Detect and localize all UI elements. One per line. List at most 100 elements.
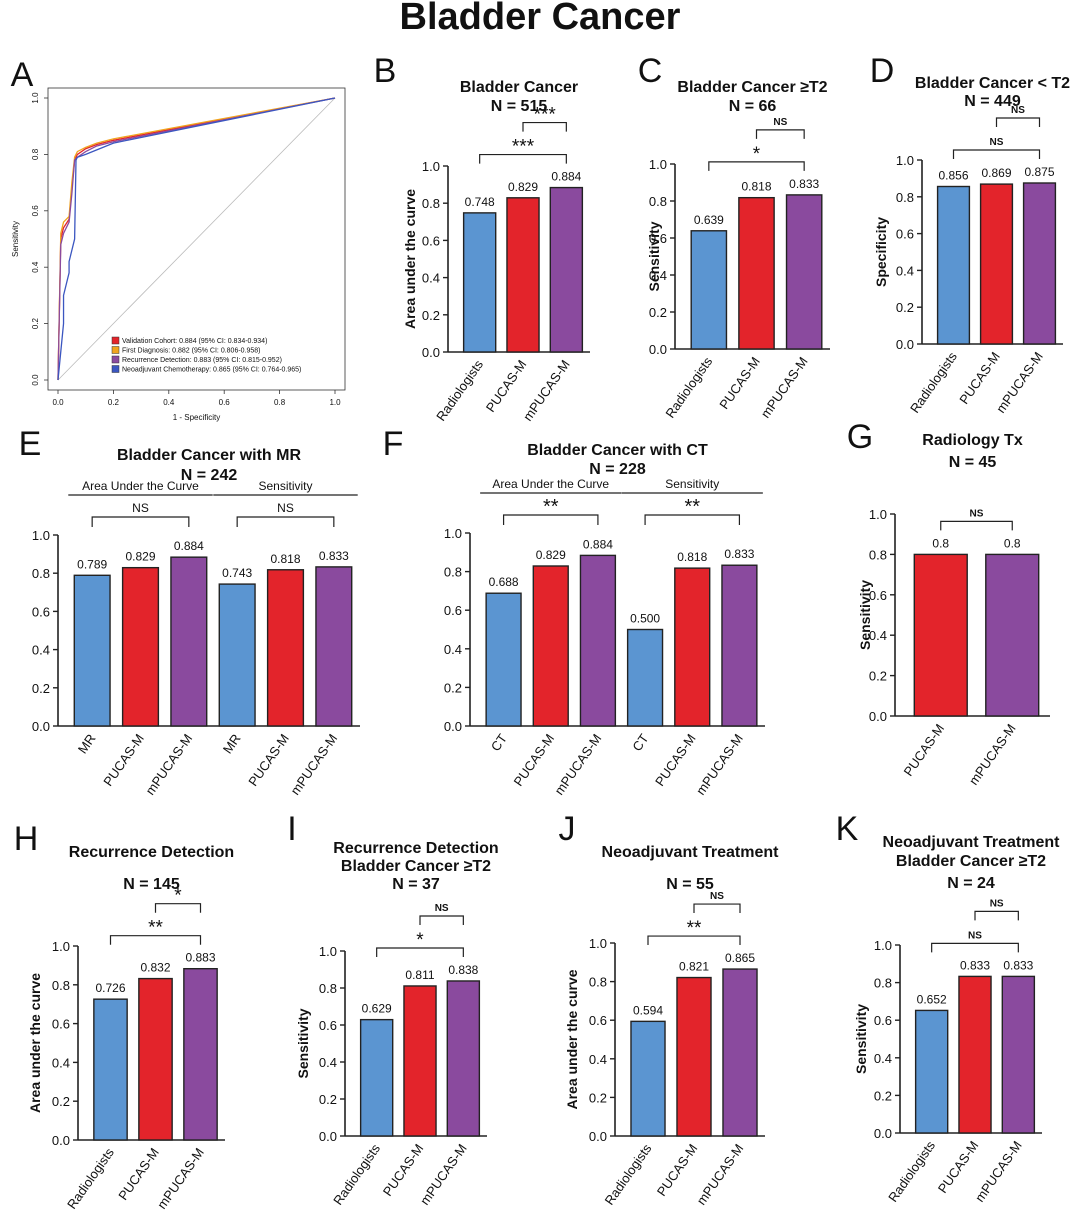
y-tick-label: 0.6 (32, 604, 50, 619)
y-tick-label: 1.0 (649, 157, 667, 172)
bar-value-label: 0.829 (536, 548, 566, 562)
y-tick-label: 0.6 (422, 233, 440, 248)
significance-label: * (174, 886, 182, 907)
panel-title: Bladder Cancer ≥T2 (677, 79, 827, 96)
panel-f: F Bladder Cancer with CT N = 228 0.0 0.2 0.4 0… (383, 425, 765, 798)
bar-value-label: 0.594 (633, 1003, 663, 1017)
panel-letter: D (870, 52, 895, 90)
legend-entry: Neoadjuvant Chemotherapy: 0.865 (95% CI:… (122, 367, 301, 374)
significance-label: ** (687, 918, 702, 939)
bar (1022, 182, 1057, 345)
panel-title: Bladder Cancer (460, 79, 578, 96)
bar-value-label: 0.829 (508, 180, 538, 194)
significance-bracket (419, 915, 464, 925)
bar (506, 197, 540, 353)
bar-value-label: 0.818 (677, 550, 707, 564)
figure-title: Bladder Cancer (399, 0, 681, 38)
bar (722, 968, 758, 1137)
x-tick-label: MR (75, 731, 99, 756)
bar (218, 583, 256, 727)
x-tick-label: Radiologists (885, 1138, 938, 1205)
group-label: Area Under the Curve (82, 479, 199, 493)
panel-sample-size: N = 55 (666, 876, 714, 893)
panel-sample-size: N = 242 (181, 467, 238, 484)
bar-value-label: 0.865 (725, 951, 755, 965)
y-tick-label: 0.6 (319, 1018, 337, 1033)
bar-value-label: 0.818 (270, 552, 300, 566)
significance-label: NS (277, 501, 294, 515)
bar-value-label: 0.500 (630, 612, 660, 626)
significance-bracket (940, 520, 1013, 531)
significance-label: NS (773, 117, 787, 128)
x-tick-label: mPUCAS-M (758, 354, 811, 421)
bar-value-label: 0.833 (789, 177, 819, 191)
y-tick-label: 0.4 (32, 643, 50, 658)
significance-bracket (236, 516, 335, 527)
bar (485, 592, 522, 727)
y-tick-label: 0.4 (422, 271, 440, 286)
bar (785, 194, 823, 350)
y-tick-label: 0.2 (589, 1090, 607, 1105)
y-tick-label: 0.4 (444, 642, 462, 657)
x-tick-label: PUCAS-M (956, 349, 1003, 407)
x-tick-label: 0.8 (274, 398, 286, 407)
significance-label: NS (710, 891, 724, 902)
y-tick-label: 0.8 (444, 565, 462, 580)
significance-label: NS (968, 930, 982, 941)
significance-bracket (479, 153, 567, 164)
significance-label: NS (435, 903, 449, 914)
bar-value-label: 0.883 (185, 951, 215, 965)
y-tick-label: 1.0 (874, 938, 892, 953)
y-tick-label: 0.0 (32, 719, 50, 734)
y-tick-label: 0.0 (896, 337, 914, 352)
x-tick-label: CT (488, 731, 510, 754)
x-tick-label: 1.0 (329, 398, 341, 407)
bar-value-label: 0.833 (1003, 958, 1033, 972)
bar (532, 565, 569, 727)
panel-letter: B (374, 52, 397, 90)
y-axis-label: Sensitivity (11, 221, 20, 257)
panel-letter: C (638, 52, 663, 90)
significance-label: *** (512, 137, 535, 158)
bar (403, 985, 437, 1137)
significance-bracket (522, 121, 567, 132)
panel-title: Neoadjuvant Treatment (602, 844, 780, 861)
significance-label: ** (148, 918, 163, 939)
x-tick-label: Radiologists (64, 1145, 117, 1212)
bar-value-label: 0.811 (405, 968, 434, 982)
y-tick-label: 0.6 (896, 227, 914, 242)
y-tick-label: 0.8 (422, 196, 440, 211)
y-tick-label: 1.0 (52, 939, 70, 954)
roc-curve-4 (57, 97, 336, 381)
bar-value-label: 0.652 (917, 992, 947, 1006)
y-tick-label: 0.2 (874, 1088, 892, 1103)
legend-swatch (111, 355, 120, 364)
x-tick-label: PUCAS-M (654, 1141, 701, 1199)
y-tick-label: 0.0 (319, 1129, 337, 1144)
x-axis-label: 1 - Specificity (173, 413, 221, 422)
panel-title: Recurrence Detection (69, 844, 234, 861)
y-tick-label: 1.0 (32, 528, 50, 543)
y-axis-label: Sensitivity (853, 1004, 869, 1074)
y-tick-label: 0.8 (31, 148, 40, 160)
y-tick-label: 0.2 (31, 317, 40, 329)
bar (914, 1009, 949, 1134)
bar-value-label: 0.829 (125, 550, 155, 564)
panel-b: B Bladder Cancer N = 515 0.0 0.2 0.4 0.6 0.8 1.0… (374, 52, 590, 424)
bar-value-label: 0.818 (741, 180, 771, 194)
x-tick-label: PUCAS-M (115, 1145, 162, 1203)
y-tick-label: 0.4 (52, 1055, 70, 1070)
y-tick-label: 0.4 (896, 263, 914, 278)
y-tick-label: 0.8 (649, 194, 667, 209)
bar (979, 183, 1014, 345)
significance-bracket (376, 947, 464, 957)
y-tick-label: 0.8 (869, 547, 887, 562)
panel-letter: A (11, 56, 34, 94)
bar (721, 564, 758, 727)
panel-sample-size: N = 515 (491, 98, 548, 115)
panel-title: Bladder Cancer with CT (527, 442, 708, 459)
y-tick-label: 0.6 (649, 231, 667, 246)
bar-value-label: 0.884 (174, 539, 204, 553)
panel-j: J Neoadjuvant Treatment N = 55 0.0 0.2 0.4 0.6… (559, 810, 780, 1208)
